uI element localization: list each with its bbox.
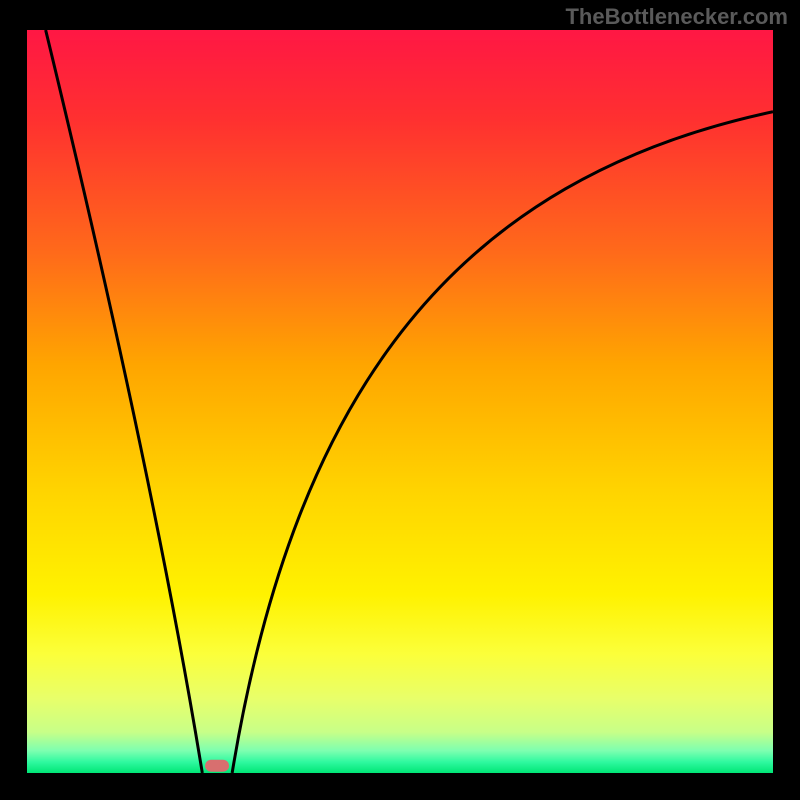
plot-area: [27, 30, 773, 773]
watermark-text: TheBottlenecker.com: [565, 4, 788, 30]
chart-container: TheBottlenecker.com: [0, 0, 800, 800]
trough-marker: [205, 759, 229, 772]
curve-svg: [27, 30, 773, 773]
curve-right-branch: [232, 112, 773, 773]
curve-left-branch: [46, 30, 203, 773]
